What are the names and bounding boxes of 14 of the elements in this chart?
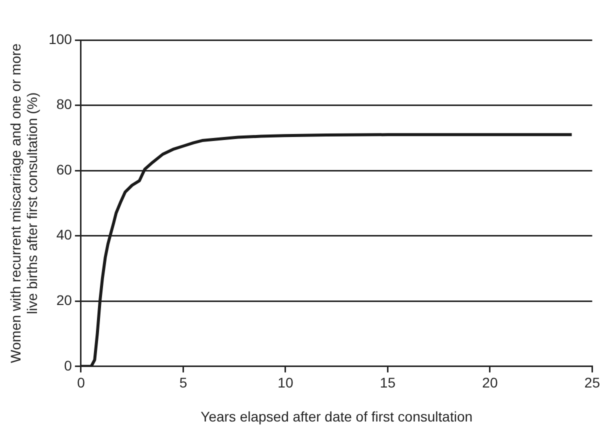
x-tick-label: 15 [380, 374, 396, 391]
x-tick-label: 10 [278, 374, 294, 391]
y-tick-label: 80 [56, 96, 72, 112]
y-tick-label: 0 [64, 357, 72, 374]
x-tick-label: 20 [482, 374, 498, 391]
x-tick-label: 25 [584, 374, 600, 391]
y-tick-label: 60 [56, 161, 72, 178]
x-tick-label: 0 [77, 374, 86, 391]
y-tick-label: 20 [56, 292, 72, 308]
y-tick-label: 40 [56, 226, 72, 243]
y-tick-label: 100 [48, 30, 72, 47]
y-axis-title: Women with recurrent miscarriage and one or more live births after first consultation (%) [7, 43, 40, 363]
x-tick-label: 5 [179, 374, 188, 391]
x-axis-title: Years elapsed after date of first consultation [200, 408, 473, 424]
